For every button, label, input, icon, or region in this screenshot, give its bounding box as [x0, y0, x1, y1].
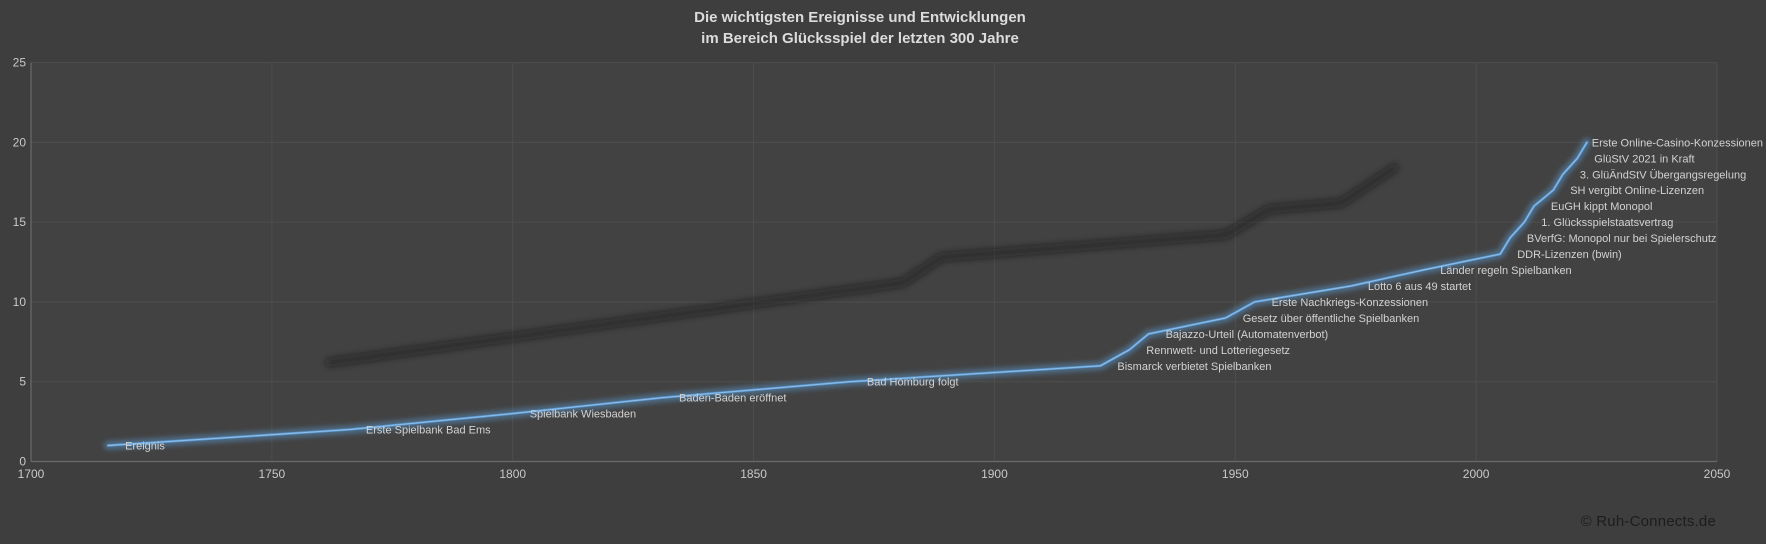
event-label: Spielbank Wiesbaden [530, 409, 636, 421]
y-tick-label: 20 [13, 135, 27, 149]
event-label: Lotto 6 aus 49 startet [1368, 281, 1471, 293]
shadow-line [325, 163, 1399, 367]
credit-text: © Ruh-Connects.de [1580, 513, 1716, 530]
event-label: Bajazzo-Urteil (Automatenverbot) [1166, 329, 1329, 341]
event-label: Erste Online-Casino-Konzessionen [1592, 137, 1763, 149]
event-label: EuGH kippt Monopol [1551, 201, 1653, 213]
x-tick-label: 1950 [1222, 467, 1249, 481]
y-tick-label: 5 [19, 375, 26, 389]
event-label: Länder regeln Spielbanken [1440, 265, 1572, 277]
x-tick-label: 1850 [740, 467, 767, 481]
event-label: SH vergibt Online-Lizenzen [1570, 185, 1704, 197]
x-tick-label: 1800 [499, 467, 526, 481]
event-label: Rennwett- und Lotteriegesetz [1146, 345, 1290, 357]
event-label: Bismarck verbietet Spielbanken [1117, 361, 1271, 373]
y-tick-label: 10 [13, 295, 27, 309]
event-label: Ereignis [125, 441, 165, 453]
event-label: Bad Homburg folgt [867, 377, 959, 389]
x-tick-label: 1700 [18, 467, 45, 481]
plot-area [31, 62, 1717, 462]
event-label: Gesetz über öffentliche Spielbanken [1243, 313, 1420, 325]
event-label: GlüStV 2021 in Kraft [1594, 153, 1694, 165]
event-label: Baden-Baden eröffnet [679, 393, 786, 405]
chart-title-line1: Die wichtigsten Ereignisse und Entwicklu… [694, 9, 1026, 26]
event-label: Erste Spielbank Bad Ems [366, 425, 491, 437]
x-tick-label: 2000 [1463, 467, 1490, 481]
y-tick-label: 0 [19, 455, 26, 469]
event-label: 1. Glücksspielstaatsvertrag [1541, 217, 1673, 229]
event-label: BVerfG: Monopol nur bei Spielerschutz [1527, 233, 1717, 245]
event-line-core [107, 141, 1588, 446]
y-tick-label: 25 [13, 56, 27, 70]
x-tick-label: 1750 [259, 467, 286, 481]
event-label: DDR-Lizenzen (bwin) [1517, 249, 1622, 261]
chart-title-line2: im Bereich Glücksspiel der letzten 300 J… [701, 30, 1019, 47]
event-label: Erste Nachkriegs-Konzessionen [1272, 297, 1429, 309]
y-tick-label: 15 [13, 215, 27, 229]
chart-title: Die wichtigsten Ereignisse und Entwicklu… [0, 7, 1720, 49]
x-tick-label: 1900 [981, 467, 1008, 481]
x-tick-label: 2050 [1704, 467, 1731, 481]
event-label: 3. GlüÄndStV Übergangsregelung [1580, 169, 1746, 181]
